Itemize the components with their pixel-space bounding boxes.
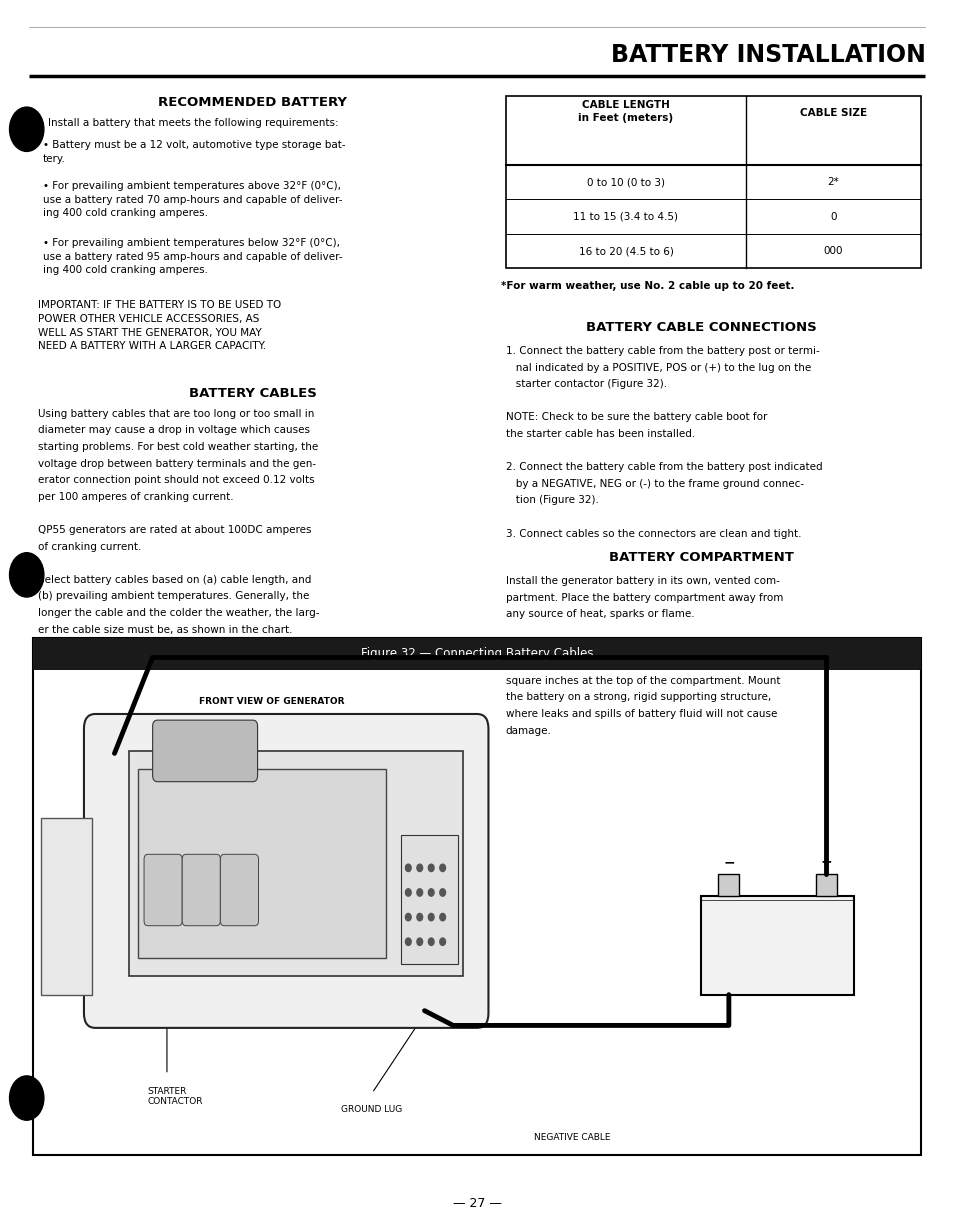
Text: QP55 generators are rated at about 100DC amperes: QP55 generators are rated at about 100DC…	[38, 524, 312, 535]
Circle shape	[10, 553, 44, 597]
Text: Using battery cables that are too long or too small in: Using battery cables that are too long o…	[38, 409, 314, 419]
Text: *For warm weather, use No. 2 cable up to 20 feet.: *For warm weather, use No. 2 cable up to…	[500, 281, 794, 291]
Text: 0 to 10 (0 to 3): 0 to 10 (0 to 3)	[586, 177, 664, 187]
Circle shape	[416, 913, 422, 921]
Text: 2. Connect the battery cable from the battery post indicated: 2. Connect the battery cable from the ba…	[505, 462, 821, 473]
Text: (b) prevailing ambient temperatures. Generally, the: (b) prevailing ambient temperatures. Gen…	[38, 591, 309, 602]
Text: • For prevailing ambient temperatures below 32°F (0°C),
use a battery rated 95 a: • For prevailing ambient temperatures be…	[43, 239, 342, 276]
Text: CABLE SIZE: CABLE SIZE	[799, 108, 866, 118]
Circle shape	[416, 889, 422, 896]
FancyBboxPatch shape	[33, 638, 920, 1155]
FancyBboxPatch shape	[129, 751, 462, 976]
Text: starting problems. For best cold weather starting, the: starting problems. For best cold weather…	[38, 442, 318, 452]
Text: BATTERY CABLES: BATTERY CABLES	[189, 387, 316, 400]
Text: partment. Place the battery compartment away from: partment. Place the battery compartment …	[505, 592, 782, 603]
Text: STARTER
CONTACTOR: STARTER CONTACTOR	[148, 1087, 203, 1107]
Circle shape	[439, 938, 445, 945]
Text: 3. Connect cables so the connectors are clean and tight.: 3. Connect cables so the connectors are …	[505, 528, 801, 539]
Text: where leaks and spills of battery fluid will not cause: where leaks and spills of battery fluid …	[505, 709, 776, 719]
Circle shape	[405, 864, 411, 872]
Text: IMPORTANT: IF THE BATTERY IS TO BE USED TO
POWER OTHER VEHICLE ACCESSORIES, AS
W: IMPORTANT: IF THE BATTERY IS TO BE USED …	[38, 300, 281, 351]
FancyBboxPatch shape	[41, 819, 91, 995]
Text: — 27 —: — 27 —	[452, 1197, 501, 1210]
Text: Figure 32 — Connecting Battery Cables: Figure 32 — Connecting Battery Cables	[360, 648, 593, 660]
Circle shape	[428, 913, 434, 921]
Text: ment. The minimum size of openings should be 2: ment. The minimum size of openings shoul…	[505, 659, 763, 670]
FancyBboxPatch shape	[138, 769, 386, 958]
Text: 2*: 2*	[826, 177, 839, 187]
Circle shape	[439, 889, 445, 896]
Text: the battery on a strong, rigid supporting structure,: the battery on a strong, rigid supportin…	[505, 692, 770, 703]
Text: the starter cable has been installed.: the starter cable has been installed.	[505, 428, 694, 439]
Text: • Battery must be a 12 volt, automotive type storage bat-
tery.: • Battery must be a 12 volt, automotive …	[43, 140, 345, 164]
Text: erator connection point should not exceed 0.12 volts: erator connection point should not excee…	[38, 475, 314, 485]
Text: 1. Connect the battery cable from the battery post or termi-: 1. Connect the battery cable from the ba…	[505, 346, 819, 356]
Text: +: +	[820, 856, 831, 869]
Text: • For prevailing ambient temperatures above 32°F (0°C),
use a battery rated 70 a: • For prevailing ambient temperatures ab…	[43, 181, 342, 218]
Text: 16 to 20 (4.5 to 6): 16 to 20 (4.5 to 6)	[578, 246, 673, 256]
FancyBboxPatch shape	[152, 720, 257, 782]
Circle shape	[10, 1076, 44, 1120]
Text: diameter may cause a drop in voltage which causes: diameter may cause a drop in voltage whi…	[38, 426, 310, 436]
Text: of cranking current.: of cranking current.	[38, 542, 141, 551]
FancyBboxPatch shape	[700, 896, 853, 995]
Circle shape	[10, 107, 44, 151]
Text: starter contactor (Figure 32).: starter contactor (Figure 32).	[505, 379, 666, 389]
Circle shape	[416, 938, 422, 945]
Circle shape	[428, 938, 434, 945]
Text: voltage drop between battery terminals and the gen-: voltage drop between battery terminals a…	[38, 458, 316, 469]
Text: per 100 amperes of cranking current.: per 100 amperes of cranking current.	[38, 491, 233, 502]
FancyBboxPatch shape	[815, 874, 836, 896]
Text: Install a battery that meets the following requirements:: Install a battery that meets the followi…	[48, 118, 338, 128]
Text: BATTERY COMPARTMENT: BATTERY COMPARTMENT	[608, 551, 793, 565]
FancyBboxPatch shape	[144, 854, 182, 926]
Text: GROUND LUG: GROUND LUG	[341, 1105, 402, 1114]
Circle shape	[416, 864, 422, 872]
Text: longer the cable and the colder the weather, the larg-: longer the cable and the colder the weat…	[38, 608, 319, 618]
Text: BATTERY INSTALLATION: BATTERY INSTALLATION	[610, 43, 924, 66]
Circle shape	[428, 864, 434, 872]
Text: BATTERY CABLE CONNECTIONS: BATTERY CABLE CONNECTIONS	[585, 321, 816, 335]
Circle shape	[439, 913, 445, 921]
Circle shape	[428, 889, 434, 896]
Text: square inches at the top of the compartment. Mount: square inches at the top of the compartm…	[505, 676, 780, 686]
Text: NOTE: Check to be sure the battery cable boot for: NOTE: Check to be sure the battery cable…	[505, 412, 766, 422]
Text: 0: 0	[829, 212, 836, 222]
Text: nal indicated by a POSITIVE, POS or (+) to the lug on the: nal indicated by a POSITIVE, POS or (+) …	[505, 363, 810, 373]
FancyBboxPatch shape	[718, 874, 739, 896]
Text: 000: 000	[822, 246, 842, 256]
Text: RECOMMENDED BATTERY: RECOMMENDED BATTERY	[158, 96, 347, 110]
Text: Install the generator battery in its own, vented com-: Install the generator battery in its own…	[505, 576, 779, 586]
Text: 11 to 15 (3.4 to 4.5): 11 to 15 (3.4 to 4.5)	[573, 212, 678, 222]
Circle shape	[405, 889, 411, 896]
Circle shape	[405, 938, 411, 945]
FancyBboxPatch shape	[400, 835, 457, 964]
FancyBboxPatch shape	[220, 854, 258, 926]
FancyBboxPatch shape	[84, 714, 488, 1028]
Text: tion (Figure 32).: tion (Figure 32).	[505, 495, 598, 506]
FancyBboxPatch shape	[505, 96, 920, 268]
Circle shape	[405, 913, 411, 921]
Text: by a NEGATIVE, NEG or (-) to the frame ground connec-: by a NEGATIVE, NEG or (-) to the frame g…	[505, 479, 802, 489]
Text: any source of heat, sparks or flame.: any source of heat, sparks or flame.	[505, 609, 694, 619]
FancyBboxPatch shape	[33, 638, 920, 670]
Text: Provide ventilation openings in the battery compart-: Provide ventilation openings in the batt…	[505, 643, 779, 652]
Text: damage.: damage.	[505, 725, 551, 736]
Text: −: −	[722, 856, 734, 869]
Text: CABLE LENGTH
in Feet (meters): CABLE LENGTH in Feet (meters)	[578, 100, 673, 123]
Text: FRONT VIEW OF GENERATOR: FRONT VIEW OF GENERATOR	[199, 697, 344, 705]
Text: NEGATIVE CABLE: NEGATIVE CABLE	[534, 1133, 610, 1141]
Text: er the cable size must be, as shown in the chart.: er the cable size must be, as shown in t…	[38, 624, 293, 635]
Text: Select battery cables based on (a) cable length, and: Select battery cables based on (a) cable…	[38, 575, 312, 585]
FancyBboxPatch shape	[182, 854, 220, 926]
Circle shape	[439, 864, 445, 872]
